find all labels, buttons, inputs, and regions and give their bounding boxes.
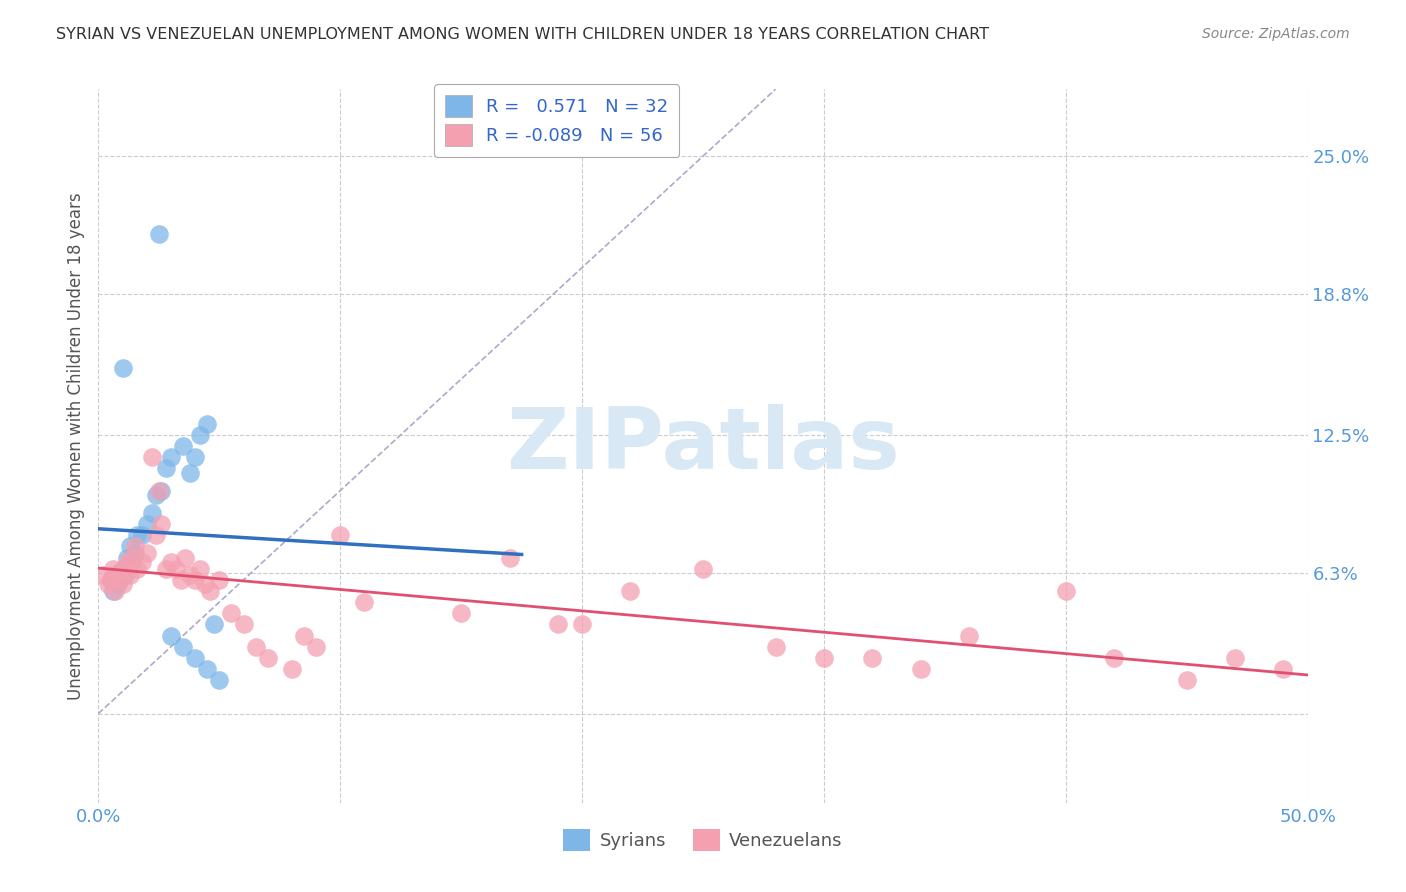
Point — [165, 562, 187, 576]
Point — [121, 550, 143, 565]
Point — [860, 651, 883, 665]
Point — [155, 461, 177, 475]
Point — [104, 568, 127, 582]
Point — [1054, 583, 1077, 598]
Point — [305, 640, 328, 654]
Point — [179, 568, 201, 582]
Point — [221, 607, 243, 621]
Point — [329, 528, 352, 542]
Point — [195, 417, 218, 431]
Point — [121, 555, 143, 569]
Point — [169, 573, 191, 587]
Point — [813, 651, 835, 665]
Point — [571, 617, 593, 632]
Point — [150, 516, 173, 531]
Point — [141, 450, 163, 464]
Y-axis label: Unemployment Among Women with Children Under 18 years: Unemployment Among Women with Children U… — [66, 192, 84, 700]
Point — [91, 568, 114, 582]
Point — [208, 573, 231, 587]
Point — [1223, 651, 1246, 665]
Point — [172, 439, 194, 453]
Point — [184, 651, 207, 665]
Point — [104, 583, 127, 598]
Point — [957, 628, 980, 642]
Point — [100, 573, 122, 587]
Point — [150, 483, 173, 498]
Point — [97, 577, 120, 591]
Point — [174, 550, 197, 565]
Point — [148, 227, 170, 241]
Point — [619, 583, 641, 598]
Legend: Syrians, Venezuelans: Syrians, Venezuelans — [557, 822, 849, 858]
Point — [232, 617, 254, 632]
Point — [117, 550, 139, 565]
Point — [256, 651, 278, 665]
Point — [117, 555, 139, 569]
Point — [107, 577, 129, 591]
Point — [127, 562, 149, 576]
Point — [198, 583, 221, 598]
Point — [281, 662, 304, 676]
Point — [160, 450, 183, 464]
Point — [108, 573, 131, 587]
Point — [188, 427, 211, 442]
Point — [910, 662, 932, 676]
Point — [114, 568, 136, 582]
Point — [141, 506, 163, 520]
Point — [124, 539, 146, 553]
Point — [194, 577, 217, 591]
Point — [184, 573, 207, 587]
Point — [127, 528, 149, 542]
Point — [108, 566, 131, 581]
Point — [547, 617, 569, 632]
Point — [1272, 662, 1295, 676]
Point — [145, 488, 167, 502]
Point — [135, 516, 157, 531]
Text: ZIPatlas: ZIPatlas — [506, 404, 900, 488]
Point — [188, 562, 211, 576]
Point — [498, 550, 520, 565]
Text: Source: ZipAtlas.com: Source: ZipAtlas.com — [1202, 27, 1350, 41]
Point — [195, 662, 218, 676]
Text: SYRIAN VS VENEZUELAN UNEMPLOYMENT AMONG WOMEN WITH CHILDREN UNDER 18 YEARS CORRE: SYRIAN VS VENEZUELAN UNEMPLOYMENT AMONG … — [56, 27, 990, 42]
Point — [101, 562, 124, 576]
Point — [148, 483, 170, 498]
Point — [204, 617, 226, 632]
Point — [100, 573, 122, 587]
Point — [179, 466, 201, 480]
Point — [353, 595, 375, 609]
Point — [118, 568, 141, 582]
Point — [155, 562, 177, 576]
Point — [131, 555, 153, 569]
Point — [145, 528, 167, 542]
Point — [1175, 673, 1198, 688]
Point — [160, 628, 183, 642]
Point — [1102, 651, 1125, 665]
Point — [111, 562, 134, 576]
Point — [160, 555, 183, 569]
Point — [245, 640, 267, 654]
Point — [107, 566, 129, 581]
Point — [172, 640, 194, 654]
Point — [450, 607, 472, 621]
Point — [124, 546, 146, 560]
Point — [131, 528, 153, 542]
Point — [111, 360, 134, 375]
Point — [184, 450, 207, 464]
Point — [292, 628, 315, 642]
Point — [118, 539, 141, 553]
Point — [114, 562, 136, 576]
Point — [765, 640, 787, 654]
Point — [692, 562, 714, 576]
Point — [208, 673, 231, 688]
Point — [111, 577, 134, 591]
Point — [101, 583, 124, 598]
Point — [135, 546, 157, 560]
